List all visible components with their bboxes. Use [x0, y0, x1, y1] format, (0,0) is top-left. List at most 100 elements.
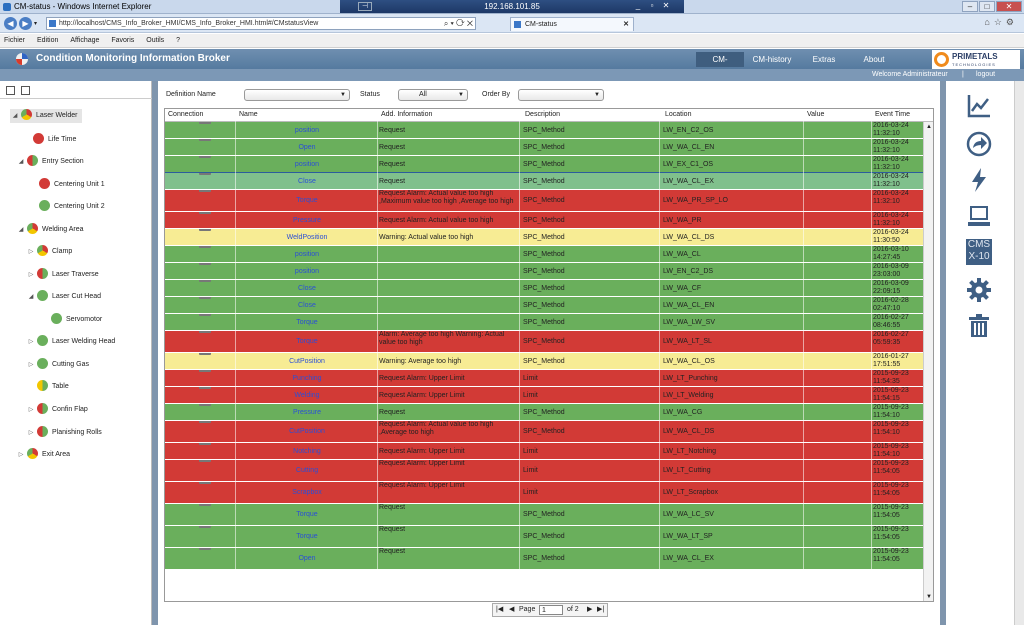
table-row[interactable]: Notching Request Alarm: Upper Limit Limit L…	[165, 443, 925, 460]
tree-node[interactable]: Centering Unit 2	[28, 199, 105, 214]
tree-node[interactable]: ◢ Entry Section	[16, 154, 84, 169]
tree-node[interactable]: ◢ Laser Welder	[10, 108, 82, 123]
table-row[interactable]: Close Request SPC_Method LW_WA_CL_EX 2016-03…	[165, 172, 926, 191]
tree-node[interactable]: ▷ Cutting Gas	[26, 357, 89, 372]
trash-icon[interactable]	[966, 313, 992, 339]
table-row[interactable]: Pressure Request Alarm: Actual value too …	[165, 212, 925, 229]
table-row[interactable]: Torque Request SPC_Method LW_WA_LT_SP 2015-0…	[165, 526, 925, 548]
col-value[interactable]: Value	[807, 111, 825, 118]
table-row[interactable]: Pressure Request SPC_Method LW_WA_CG 2015-09…	[165, 404, 925, 421]
minimize-button[interactable]: –	[962, 1, 978, 12]
table-row[interactable]: position Request SPC_Method LW_EN_C2_OS 2016…	[165, 122, 925, 139]
col-description[interactable]: Description	[525, 111, 561, 118]
nav-about[interactable]: About	[863, 55, 885, 64]
tree-node[interactable]: ▷ Confin Flap	[26, 402, 88, 417]
table-row[interactable]: Welding Request Alarm: Upper Limit Limit LW…	[165, 387, 925, 404]
table-row[interactable]: Scrapbox Request Alarm: Upper Limit Limit L…	[165, 482, 925, 504]
menu-edition[interactable]: Edition	[36, 37, 59, 44]
tree-node[interactable]: ▷ Exit Area	[16, 447, 70, 462]
table-row[interactable]: CutPosition Warning: Average too high SPC_…	[165, 353, 925, 370]
expand-arrow-icon[interactable]: ▷	[18, 452, 24, 458]
col-add-info[interactable]: Add. Information	[381, 111, 433, 118]
status-select[interactable]: All ▼	[398, 89, 468, 101]
maximize-button[interactable]: □	[979, 1, 995, 12]
cms-x10-icon[interactable]: CMS X-10	[966, 239, 992, 265]
table-row[interactable]: position SPC_Method LW_WA_CL 2016-03-10 14:…	[165, 246, 925, 263]
prev-page-icon[interactable]: ◀	[509, 606, 515, 613]
table-row[interactable]: Punching Request Alarm: Upper Limit Limit L…	[165, 370, 925, 387]
expand-arrow-icon[interactable]: ▷	[28, 339, 34, 345]
expand-all-icon[interactable]	[6, 86, 15, 95]
scroll-down-icon[interactable]: ▼	[926, 594, 932, 600]
forward-circle-icon[interactable]	[966, 131, 992, 157]
menu-outils[interactable]: Outils	[146, 37, 165, 44]
lightning-icon[interactable]	[966, 167, 992, 193]
table-row[interactable]: Cutting Request Alarm: Upper Limit Limit LW…	[165, 460, 925, 482]
col-location[interactable]: Location	[665, 111, 692, 118]
nav-extras[interactable]: Extras	[812, 55, 836, 64]
tree-node[interactable]: ▷ Laser Traverse	[26, 267, 99, 282]
tab-close-icon[interactable]: ✕	[623, 21, 629, 28]
expand-arrow-icon[interactable]: ◢	[18, 227, 24, 233]
table-scrollbar[interactable]: ▲ ▼	[923, 122, 933, 601]
splitter-left[interactable]	[152, 81, 158, 625]
expand-arrow-icon[interactable]: ◢	[12, 113, 18, 119]
table-row[interactable]: Open Request SPC_Method LW_WA_CL_EX 2015-09-…	[165, 548, 925, 570]
expand-arrow-icon[interactable]: ▷	[28, 430, 34, 436]
tree-node[interactable]: ◢ Welding Area	[16, 222, 84, 237]
rd-minimize-button[interactable]: _	[635, 1, 641, 10]
page-scrollbar[interactable]	[1014, 81, 1024, 625]
page-input[interactable]: 1	[539, 605, 563, 615]
forward-button[interactable]: ▶	[19, 17, 32, 30]
table-row[interactable]: CutPosition Request Alarm: Actual value t…	[165, 421, 925, 443]
col-connection[interactable]: Connection	[168, 111, 204, 118]
menu-affichage[interactable]: Affichage	[70, 37, 100, 44]
computer-icon[interactable]	[966, 203, 992, 229]
tree-node[interactable]: ▷ Clamp	[26, 244, 72, 259]
table-row[interactable]: Close SPC_Method LW_WA_CF 2016-03-09 22:09:…	[165, 280, 925, 297]
back-button[interactable]: ◀	[4, 17, 17, 30]
table-row[interactable]: Open Request SPC_Method LW_WA_CL_EN 2016-03-…	[165, 139, 925, 156]
collapse-all-icon[interactable]	[21, 86, 30, 95]
tree-node[interactable]: Table	[26, 379, 69, 394]
first-page-icon[interactable]: |◀	[496, 606, 504, 613]
tree-node[interactable]: Centering Unit 1	[28, 177, 105, 192]
next-page-icon[interactable]: ▶	[587, 606, 593, 613]
table-row[interactable]: position SPC_Method LW_EN_C2_DS 2016-03-09 …	[165, 263, 925, 280]
tree-node[interactable]: ◢ Laser Cut Head	[26, 289, 101, 304]
tree-node[interactable]: ▷ Planishing Rolls	[26, 425, 102, 440]
expand-arrow-icon[interactable]: ▷	[28, 249, 34, 255]
history-dropdown-icon[interactable]: ▾	[34, 21, 38, 27]
splitter-right[interactable]	[940, 81, 946, 625]
address-tools[interactable]: ⌕ ▾ ⟳ ✕	[443, 19, 473, 28]
nav-cm-status[interactable]: CM-status	[696, 52, 744, 79]
logout-link[interactable]: logout	[976, 71, 996, 78]
col-event-time[interactable]: Event Time	[875, 111, 911, 118]
col-name[interactable]: Name	[239, 111, 258, 118]
chart-icon[interactable]	[966, 93, 992, 119]
tree-node[interactable]: Life Time	[22, 132, 76, 147]
menu-help[interactable]: ?	[176, 37, 181, 44]
table-row[interactable]: Torque Request SPC_Method LW_WA_LC_SV 2015-0…	[165, 504, 925, 526]
pin-icon[interactable]: ⊣	[358, 2, 372, 11]
rd-restore-button[interactable]: ▫	[650, 1, 654, 10]
order-by-select[interactable]: ▼	[518, 89, 604, 101]
nav-cm-history[interactable]: CM-history	[752, 55, 792, 64]
browser-tab[interactable]: CM-status ✕	[510, 17, 634, 31]
expand-arrow-icon[interactable]: ▷	[28, 362, 34, 368]
menu-fichier[interactable]: Fichier	[4, 37, 26, 44]
address-bar[interactable]: http://localhost/CMS_Info_Broker_HMI/CMS…	[46, 17, 476, 30]
table-row[interactable]: Torque Alarm: Average too high Warning: A…	[165, 331, 925, 353]
rd-close-button[interactable]: ✕	[662, 1, 670, 10]
table-row[interactable]: Torque Request Alarm: Actual value too hi…	[165, 190, 925, 212]
ie-toolbar-icons[interactable]: ⌂☆⚙	[984, 17, 1018, 27]
gear-icon[interactable]	[966, 277, 992, 303]
last-page-icon[interactable]: ▶|	[597, 606, 605, 613]
table-row[interactable]: Close SPC_Method LW_WA_CL_EN 2016-02-28 02:…	[165, 297, 925, 314]
menu-favoris[interactable]: Favoris	[111, 37, 135, 44]
table-row[interactable]: position Request SPC_Method LW_EX_C1_OS 2016…	[165, 156, 925, 173]
table-row[interactable]: WeldPosition Warning: Actual value too hi…	[165, 229, 925, 246]
tree-node[interactable]: ▷ Laser Welding Head	[26, 334, 115, 349]
close-button[interactable]: ✕	[996, 1, 1022, 12]
expand-arrow-icon[interactable]: ◢	[28, 294, 34, 300]
